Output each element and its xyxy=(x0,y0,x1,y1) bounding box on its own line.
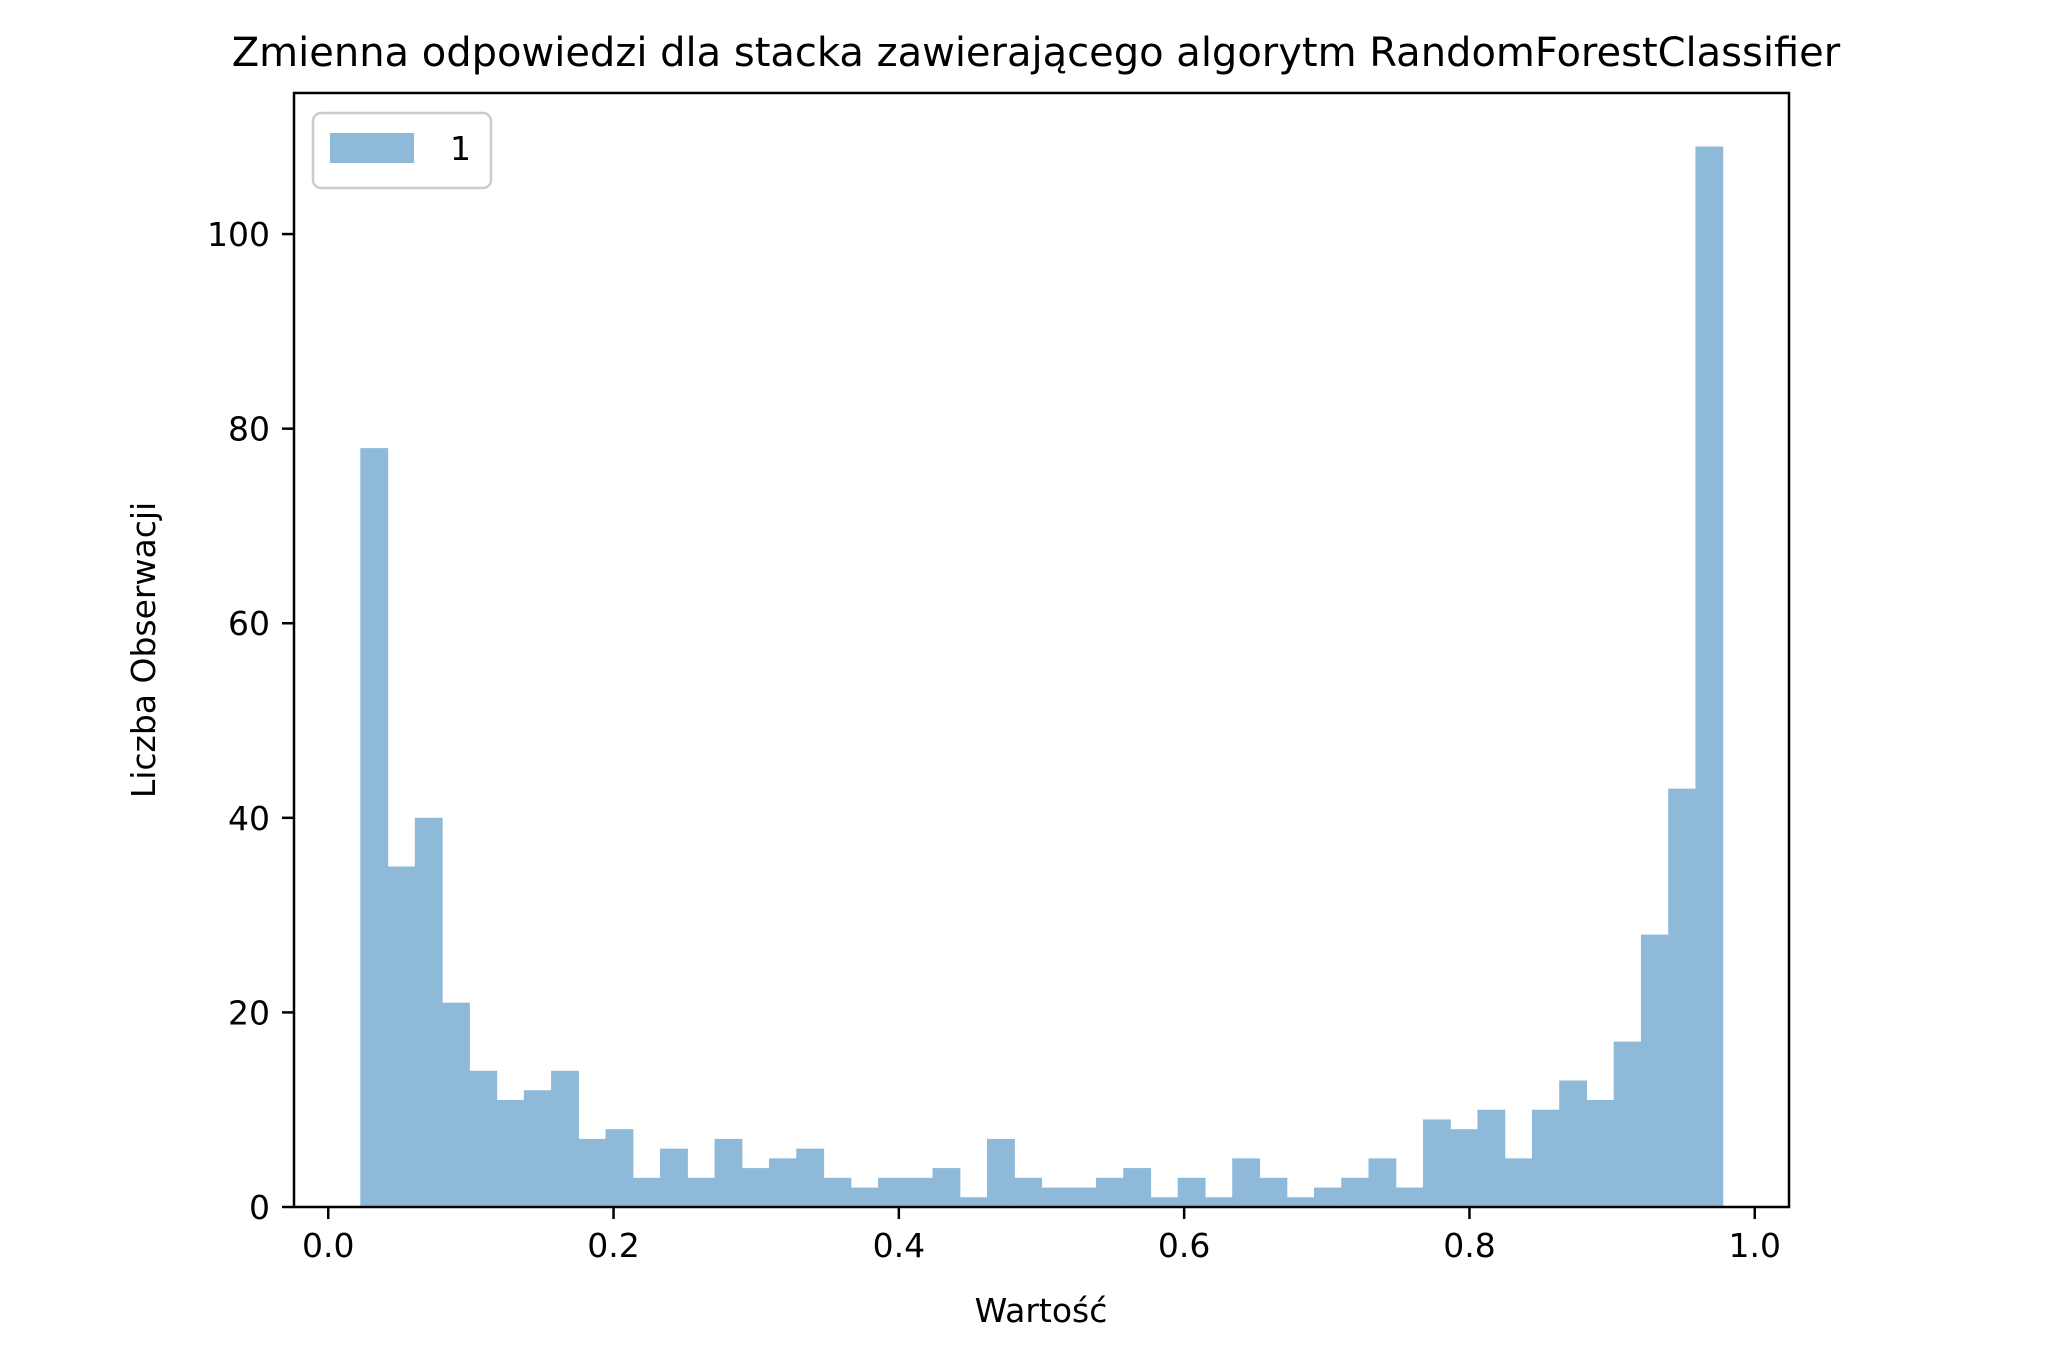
x-tick-label: 1.0 xyxy=(1729,1226,1781,1265)
histogram-bar xyxy=(932,1168,961,1207)
x-tick-label: 0.2 xyxy=(587,1226,639,1265)
histogram-bar xyxy=(387,866,416,1207)
histogram-bar xyxy=(1531,1109,1560,1207)
histogram-bar xyxy=(551,1070,579,1207)
histogram-bar xyxy=(1695,146,1724,1208)
x-axis-ticks: 0.0 0.2 0.4 0.6 0.8 1.0 xyxy=(302,1207,1781,1265)
histogram-bar xyxy=(1014,1177,1043,1207)
histogram-bar xyxy=(1504,1158,1533,1207)
histogram-bar xyxy=(632,1177,661,1207)
histogram-bar xyxy=(1204,1197,1233,1207)
histogram-bar xyxy=(1041,1187,1070,1207)
histogram-bar xyxy=(1477,1109,1506,1207)
histogram-bar xyxy=(1395,1187,1424,1207)
histogram-bar xyxy=(496,1099,525,1207)
histogram-bar xyxy=(469,1070,498,1207)
histogram-bar xyxy=(1286,1197,1315,1207)
x-tick-label: 0.4 xyxy=(873,1226,925,1265)
y-tick-label: 80 xyxy=(228,410,270,449)
histogram-bar xyxy=(741,1168,770,1207)
histogram-bar xyxy=(878,1177,906,1207)
y-tick-label: 20 xyxy=(228,993,270,1032)
histogram-bar xyxy=(1422,1119,1451,1207)
histogram-bar xyxy=(1368,1158,1397,1207)
histogram-bar xyxy=(360,448,389,1207)
x-tick-label: 0.8 xyxy=(1443,1226,1495,1265)
histogram-bar xyxy=(578,1138,607,1207)
histogram-bar xyxy=(1450,1129,1479,1207)
plot-area-frame xyxy=(292,91,1791,1209)
legend-swatch xyxy=(330,133,414,163)
y-tick-label: 60 xyxy=(228,604,270,643)
histogram-bar xyxy=(1123,1168,1152,1207)
histogram-bar xyxy=(414,817,443,1207)
histogram-bar xyxy=(1341,1177,1370,1207)
x-tick-label: 0.0 xyxy=(302,1226,354,1265)
y-axis-ticks: 0 20 40 60 80 100 xyxy=(207,215,294,1227)
histogram-bar xyxy=(769,1158,797,1207)
histogram-bar xyxy=(1232,1158,1261,1207)
histogram-bar xyxy=(1613,1041,1642,1207)
legend: 1 xyxy=(311,111,493,190)
histogram-bar xyxy=(1559,1080,1588,1207)
chart-title: Zmienna odpowiedzi dla stacka zawierając… xyxy=(232,30,1841,76)
histogram-bar xyxy=(1095,1177,1124,1207)
histogram-bar xyxy=(987,1138,1015,1207)
histogram-bar xyxy=(442,1002,470,1207)
histogram-bar xyxy=(714,1138,743,1207)
y-tick-label: 40 xyxy=(228,799,270,838)
histogram-bar xyxy=(687,1177,716,1207)
histogram-bar xyxy=(1586,1099,1615,1207)
histogram-bar xyxy=(1313,1187,1342,1207)
histogram-bar xyxy=(1668,788,1697,1207)
y-tick-label: 100 xyxy=(207,215,270,254)
histogram-bar xyxy=(1259,1177,1288,1207)
histogram-bar xyxy=(905,1177,934,1207)
histogram-bar xyxy=(823,1177,852,1207)
y-tick-label: 0 xyxy=(249,1188,270,1227)
histogram-bar xyxy=(1068,1187,1097,1207)
x-tick-label: 0.6 xyxy=(1158,1226,1210,1265)
histogram-bar xyxy=(1150,1197,1179,1207)
x-axis-label: Wartość xyxy=(975,1291,1108,1330)
histogram-bar xyxy=(523,1090,552,1207)
histogram-bar xyxy=(959,1197,988,1207)
histogram-bar xyxy=(605,1129,634,1207)
histogram-bar xyxy=(796,1148,825,1207)
legend-label: 1 xyxy=(450,129,471,168)
histogram-bar xyxy=(1640,934,1669,1207)
histogram-bar xyxy=(850,1187,879,1207)
histogram-bar xyxy=(1177,1177,1206,1207)
histogram-bar xyxy=(660,1148,688,1207)
histogram-bars xyxy=(360,146,1724,1208)
y-axis-label: Liczba Obserwacji xyxy=(124,502,163,798)
